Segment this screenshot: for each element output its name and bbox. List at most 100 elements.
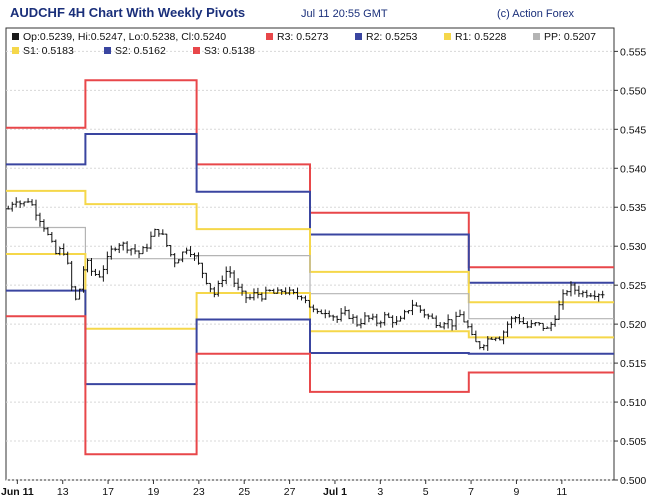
price-bar <box>22 201 26 207</box>
price-bar <box>378 320 383 328</box>
legend-s2: S2: 0.5162 <box>115 45 166 57</box>
price-bar <box>141 246 145 255</box>
price-bar <box>264 286 268 300</box>
price-bar <box>454 311 458 330</box>
price-bar <box>481 344 486 351</box>
x-tick-label: 27 <box>284 486 296 498</box>
price-bar <box>271 288 276 294</box>
price-bar <box>105 251 110 275</box>
price-bar <box>489 337 494 340</box>
price-bar <box>133 244 137 255</box>
price-bar <box>208 282 213 293</box>
price-bar <box>485 336 490 351</box>
price-bar <box>224 266 229 285</box>
price-bar <box>497 336 502 341</box>
price-bar <box>315 308 320 314</box>
price-bar <box>240 283 244 296</box>
price-bar <box>81 266 86 293</box>
price-bar <box>137 250 141 258</box>
price-bar <box>93 268 98 276</box>
price-bar <box>438 322 442 328</box>
price-bar <box>426 313 431 320</box>
price-bar <box>61 243 66 256</box>
legend-ohlc: Op:0.5239, Hi:0.5247, Lo:0.5238, Cl:0.52… <box>23 31 226 43</box>
price-bar <box>30 199 34 206</box>
price-bar <box>153 228 157 237</box>
price-bar <box>355 315 359 327</box>
price-bar <box>371 313 375 321</box>
x-tick-label: 3 <box>377 486 383 498</box>
legend: Op:0.5239, Hi:0.5247, Lo:0.5238, Cl:0.52… <box>12 31 596 57</box>
price-bar <box>117 243 122 254</box>
price-bar <box>351 314 355 324</box>
price-bar <box>442 322 446 330</box>
price-bar <box>236 278 240 291</box>
pivot-line-r2 <box>6 133 614 284</box>
price-bar <box>279 289 284 295</box>
y-tick-label: 0.505 <box>620 436 646 448</box>
legend-swatch-r1 <box>444 33 451 40</box>
price-bar <box>446 314 450 329</box>
price-bar <box>323 309 328 319</box>
price-bar <box>10 201 15 212</box>
price-bar <box>164 233 169 248</box>
x-tick-label: 9 <box>514 486 520 498</box>
x-tick-label: 23 <box>193 486 205 498</box>
pivot-line-s3 <box>6 315 614 456</box>
price-bar <box>252 288 256 301</box>
price-bar <box>244 290 248 304</box>
x-tick-label: 7 <box>468 486 474 498</box>
price-bar <box>509 316 514 329</box>
price-bar <box>38 212 42 227</box>
price-bar <box>283 287 288 295</box>
price-bar <box>592 290 597 300</box>
legend-swatch-s1 <box>12 47 19 54</box>
chart-title: AUDCHF 4H Chart With Weekly Pivots <box>10 5 245 20</box>
price-bar <box>474 330 478 343</box>
price-bar <box>331 314 336 321</box>
price-bar <box>569 281 573 297</box>
price-bar <box>470 323 474 336</box>
chart-timestamp: Jul 11 20:55 GMT <box>301 8 388 20</box>
price-bar <box>145 243 149 252</box>
price-bar <box>291 289 296 295</box>
x-tick-label: 5 <box>423 486 429 498</box>
price-bar <box>458 309 462 317</box>
legend-swatch-ohlc <box>12 33 19 40</box>
pivot-layer <box>6 79 614 456</box>
price-bar <box>256 287 260 299</box>
price-bar <box>232 270 236 288</box>
price-bar <box>596 293 601 302</box>
price-bar <box>303 295 308 304</box>
price-bar <box>42 219 46 232</box>
price-bar <box>406 310 411 314</box>
price-bar <box>394 316 399 326</box>
x-tick-label: Jun 11 <box>1 486 34 498</box>
price-bar <box>34 199 38 221</box>
price-bar <box>541 322 546 331</box>
price-bar <box>549 321 553 332</box>
price-bar <box>50 232 54 243</box>
x-tick-label: 11 <box>556 486 567 498</box>
price-bar <box>129 248 133 256</box>
price-bar <box>347 309 351 320</box>
price-bar <box>89 257 94 276</box>
pivot-line-pp <box>6 226 614 320</box>
price-bar <box>180 251 185 263</box>
y-tick-label: 0.545 <box>620 124 646 136</box>
price-bar <box>553 315 557 327</box>
price-bar <box>212 286 217 298</box>
price-bar <box>176 259 181 264</box>
price-bar <box>573 282 577 295</box>
x-tick-label: 13 <box>57 486 69 498</box>
legend-r1: R1: 0.5228 <box>455 31 507 43</box>
price-bar <box>121 241 125 251</box>
price-bar <box>374 313 379 327</box>
price-bar <box>14 197 18 208</box>
price-bar <box>525 321 530 329</box>
price-bar <box>462 311 466 323</box>
price-bar <box>73 286 78 301</box>
price-bar <box>192 252 197 261</box>
price-bar <box>367 315 371 323</box>
